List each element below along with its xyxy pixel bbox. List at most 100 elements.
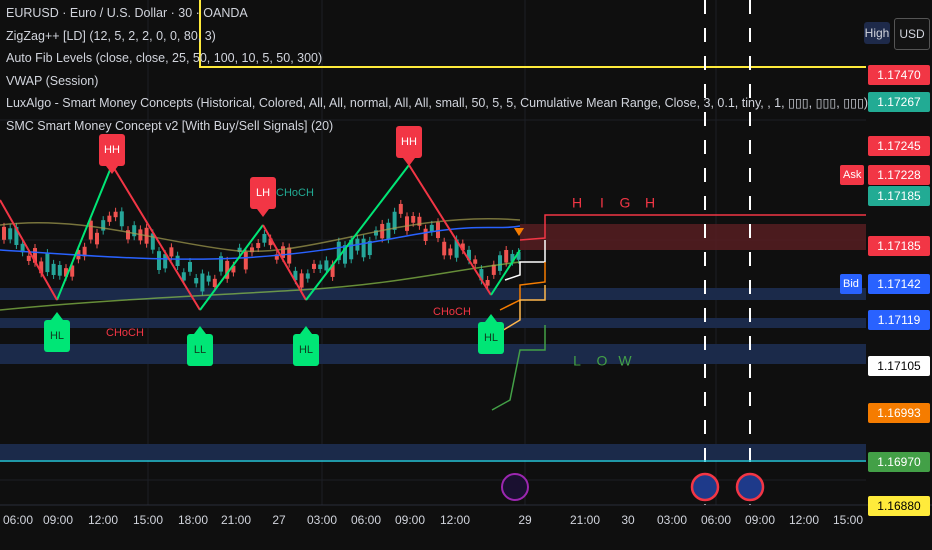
marker-pointer xyxy=(51,312,63,320)
low-letter: L xyxy=(573,353,581,369)
candle-body xyxy=(57,264,62,276)
high-button[interactable]: High xyxy=(864,22,890,44)
marker-pointer xyxy=(300,326,312,334)
candle-body xyxy=(330,264,335,277)
candle-body xyxy=(324,260,329,271)
time-label: 06:00 xyxy=(3,513,33,527)
candle-body xyxy=(101,220,106,231)
candle-body xyxy=(491,264,496,275)
candle-body xyxy=(107,215,112,222)
candle-body xyxy=(8,228,13,240)
indicator[interactable]: SMC Smart Money Concept v2 [With Buy/Sel… xyxy=(6,118,334,133)
candle-body xyxy=(113,211,118,218)
candle-body xyxy=(175,255,180,266)
indicator[interactable]: LuxAlgo - Smart Money Concepts (Historic… xyxy=(6,96,869,110)
candle-body xyxy=(256,242,261,249)
candle-body xyxy=(132,225,137,237)
candle-body xyxy=(14,226,19,245)
time-label: 12:00 xyxy=(88,513,118,527)
marker-box xyxy=(478,322,504,354)
event-icon xyxy=(501,473,529,501)
time-label: 18:00 xyxy=(178,513,208,527)
low-letter: O xyxy=(597,353,608,369)
time-label: 27 xyxy=(272,513,286,527)
marker-label: LH xyxy=(256,187,270,199)
price-label: 1.16970 xyxy=(868,452,930,472)
marker-pointer xyxy=(106,166,118,174)
event-icon xyxy=(735,472,765,502)
candle-body xyxy=(268,238,273,246)
candle-body xyxy=(169,247,174,257)
price-tag: Bid xyxy=(840,274,862,294)
time-label: 03:00 xyxy=(307,513,337,527)
candle-body xyxy=(64,268,68,277)
candle-body xyxy=(516,252,521,260)
candle-body xyxy=(473,259,478,264)
legend: EURUSD · Euro / U.S. Dollar · 30 · OANDA… xyxy=(6,2,868,137)
marker-label: LL xyxy=(194,344,206,356)
indicator[interactable]: Auto Fib Levels (close, close, 25, 50, 1… xyxy=(6,51,323,65)
marker-box xyxy=(44,320,70,352)
candle-body xyxy=(305,273,310,279)
marker-box xyxy=(187,334,213,366)
candle-body xyxy=(157,251,161,271)
candle-body xyxy=(181,272,186,281)
candle-body xyxy=(411,216,416,223)
choch-label: CHoCH xyxy=(276,187,314,199)
candle-body xyxy=(51,263,56,275)
time-label: 30 xyxy=(621,513,635,527)
marker-pointer xyxy=(257,209,269,217)
high-letter: I xyxy=(600,195,604,211)
candle-body xyxy=(243,251,248,270)
high-letter: G xyxy=(620,195,631,211)
candle-body xyxy=(361,238,366,258)
zigzag-down xyxy=(111,164,201,311)
marker-label: HL xyxy=(484,332,498,344)
indicator[interactable]: VWAP (Session) xyxy=(6,73,99,88)
price-label: 1.17119 xyxy=(868,310,930,330)
candle-body xyxy=(442,241,447,256)
candle-body xyxy=(510,253,515,262)
candle-body xyxy=(250,247,254,253)
price-tag: Ask xyxy=(840,165,865,185)
price-label: 1.17185 xyxy=(868,186,930,206)
marker-label: HH xyxy=(401,136,417,148)
time-label: 15:00 xyxy=(133,513,163,527)
time-label: 15:00 xyxy=(833,513,863,527)
event-icon xyxy=(690,472,720,502)
candle-body xyxy=(33,248,37,263)
candle-body xyxy=(454,239,459,258)
candle-body xyxy=(343,245,347,264)
marker-box xyxy=(250,177,276,209)
candle-body xyxy=(20,243,25,253)
zigzag-down xyxy=(262,224,307,301)
candle-body xyxy=(45,253,50,273)
indicator[interactable]: ZigZag++ [LD] (12, 5, 2, 2, 0, 0, 80, 3) xyxy=(6,28,216,43)
price-label: 1.17267 xyxy=(868,92,930,112)
time-label: 06:00 xyxy=(351,513,381,527)
candle-body xyxy=(460,243,465,251)
zigzag-up xyxy=(490,249,521,296)
time-label: 03:00 xyxy=(657,513,687,527)
marker-label: HL xyxy=(50,330,64,342)
currency-button[interactable]: USD xyxy=(894,18,930,50)
candle-body xyxy=(398,203,403,214)
candle-body xyxy=(225,260,230,279)
candle-body xyxy=(281,246,285,258)
zigzag-up xyxy=(305,164,410,301)
zigzag-up xyxy=(56,164,113,301)
price-label: 1.17185 xyxy=(868,236,930,256)
candle-body xyxy=(274,254,279,260)
candle-body xyxy=(126,230,130,240)
choch-label: CHoCH xyxy=(106,327,144,339)
candle-body xyxy=(95,232,99,245)
candle-body xyxy=(417,216,422,226)
candle-body xyxy=(150,233,155,250)
high-letter: H xyxy=(572,195,582,211)
indicator-lines xyxy=(0,214,866,411)
candle-body xyxy=(299,273,304,288)
symbol-title: EURUSD · Euro / U.S. Dollar · 30 · OANDA xyxy=(6,6,248,20)
candle-body xyxy=(318,264,323,270)
candle-body xyxy=(293,270,298,281)
